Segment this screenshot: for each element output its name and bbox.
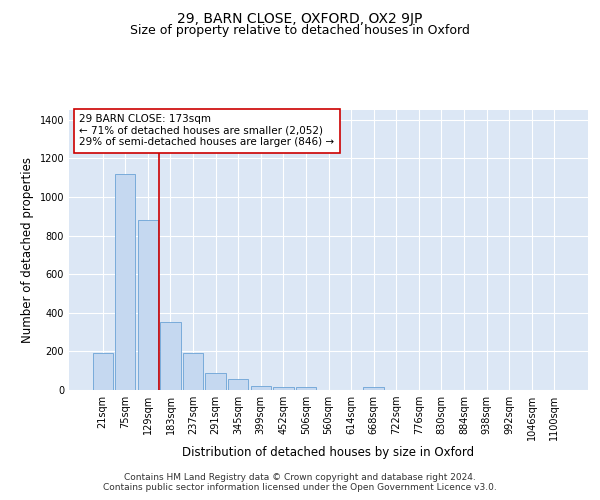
- Text: 29 BARN CLOSE: 173sqm
← 71% of detached houses are smaller (2,052)
29% of semi-d: 29 BARN CLOSE: 173sqm ← 71% of detached …: [79, 114, 335, 148]
- Bar: [138, 220, 158, 390]
- Text: Size of property relative to detached houses in Oxford: Size of property relative to detached ho…: [130, 24, 470, 37]
- Y-axis label: Number of detached properties: Number of detached properties: [21, 157, 34, 343]
- Bar: [251, 386, 271, 390]
- Text: 29, BARN CLOSE, OXFORD, OX2 9JP: 29, BARN CLOSE, OXFORD, OX2 9JP: [178, 12, 422, 26]
- Text: Contains HM Land Registry data © Crown copyright and database right 2024.
Contai: Contains HM Land Registry data © Crown c…: [103, 473, 497, 492]
- Bar: [228, 380, 248, 390]
- Bar: [205, 372, 226, 390]
- Bar: [364, 386, 384, 390]
- Bar: [183, 354, 203, 390]
- Bar: [115, 174, 136, 390]
- Bar: [296, 386, 316, 390]
- Bar: [160, 322, 181, 390]
- X-axis label: Distribution of detached houses by size in Oxford: Distribution of detached houses by size …: [182, 446, 475, 458]
- Bar: [273, 386, 293, 390]
- Bar: [92, 354, 113, 390]
